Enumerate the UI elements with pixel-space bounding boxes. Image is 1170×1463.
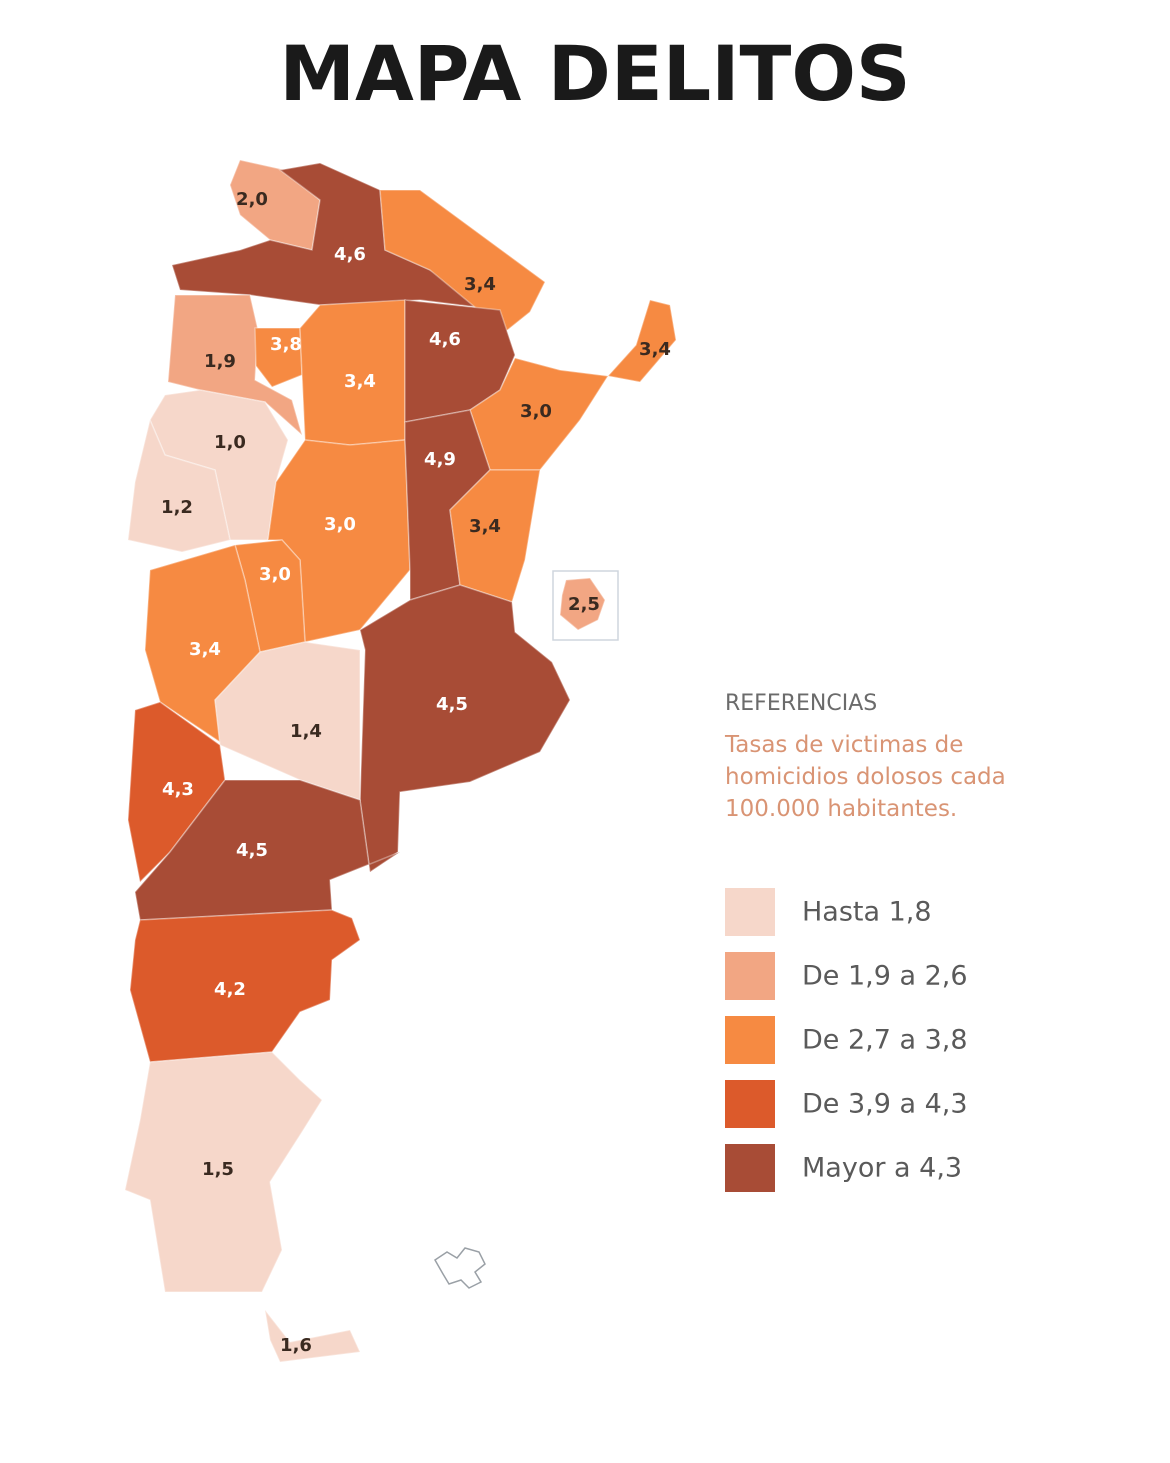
region-label: 2,5: [568, 594, 600, 615]
legend-label: De 1,9 a 2,6: [802, 961, 968, 992]
legend-label: De 2,7 a 3,8: [802, 1025, 968, 1056]
province: [559, 577, 606, 631]
province: [134, 779, 401, 921]
region-label: 3,4: [464, 274, 496, 295]
legend-swatch: [725, 952, 775, 1000]
region-label: 3,4: [469, 516, 501, 537]
legend-description: Tasas de victimas de: [724, 732, 963, 758]
region-label: 1,4: [290, 721, 322, 742]
legend: REFERENCIAS Tasas de victimas de homicid…: [724, 691, 1006, 1192]
region-label: 4,6: [429, 329, 461, 350]
region-label: 4,5: [236, 840, 268, 861]
legend-swatch: [725, 1016, 775, 1064]
legend-swatch: [725, 1144, 775, 1192]
region-label: 4,6: [334, 244, 366, 265]
region-label: 3,0: [520, 401, 552, 422]
legend-label: Hasta 1,8: [802, 897, 932, 928]
region-label: 1,9: [204, 351, 236, 372]
province: [264, 1309, 362, 1363]
province: [606, 299, 677, 383]
region-label: 4,3: [162, 779, 194, 800]
region-label: 4,2: [214, 979, 246, 1000]
islands: [434, 1247, 486, 1289]
legend-swatch: [725, 1080, 775, 1128]
region-label: 3,4: [639, 339, 671, 360]
province: [127, 417, 231, 553]
region-label: 3,0: [324, 514, 356, 535]
province: [167, 294, 304, 438]
region-label: 3,4: [344, 371, 376, 392]
region-label: 3,8: [270, 334, 302, 355]
region-label: 4,9: [424, 449, 456, 470]
province: [379, 189, 546, 333]
region-label: 4,5: [436, 694, 468, 715]
province: [124, 1051, 323, 1293]
province: [359, 584, 571, 874]
province: [129, 909, 361, 1063]
province: [254, 327, 303, 388]
region-label: 1,5: [202, 1159, 234, 1180]
legend-title: REFERENCIAS: [725, 691, 877, 716]
page-title: MAPA DELITOS: [279, 29, 910, 118]
legend-label: De 3,9 a 4,3: [802, 1089, 968, 1120]
region-label: 1,0: [214, 432, 246, 453]
legend-description: 100.000 habitantes.: [725, 796, 957, 822]
legend-label: Mayor a 4,3: [802, 1153, 962, 1184]
region-label: 1,2: [161, 497, 193, 518]
region-label: 2,0: [236, 189, 268, 210]
region-label: 3,0: [259, 564, 291, 585]
province: [214, 641, 361, 802]
legend-description: homicidios dolosos cada: [725, 764, 1006, 790]
map: 2,0 4,6 3,4 3,4 1,9 3,8 3,4 4,6 3,0 1,0 …: [124, 159, 677, 1363]
inset-frame: [552, 570, 619, 641]
region-label: 3,4: [189, 639, 221, 660]
region-label: 1,6: [280, 1335, 312, 1356]
legend-swatch: [725, 888, 775, 936]
